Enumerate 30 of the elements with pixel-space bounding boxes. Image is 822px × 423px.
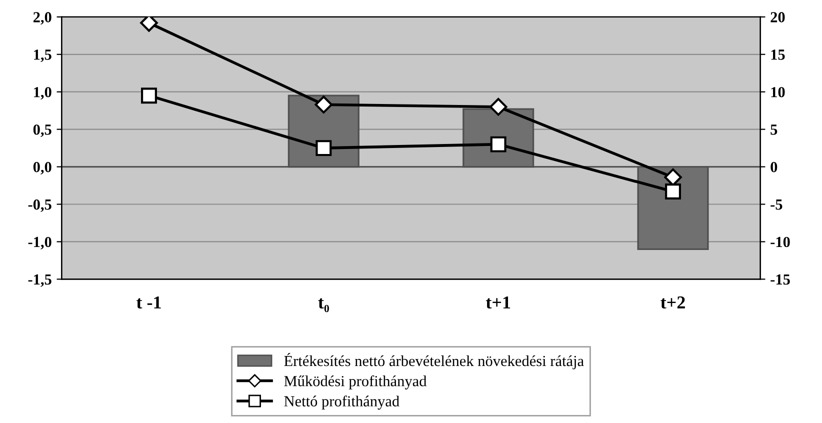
point	[490, 136, 506, 152]
x-tick-label: t+1	[486, 296, 510, 309]
y2-tick-label: 15	[771, 50, 785, 60]
y-tick-label: 0,5	[33, 124, 52, 137]
y-tick-label: 1,5	[34, 50, 52, 62]
legend-label: Nettó profithányad	[284, 396, 400, 410]
y2-tick-label: 10	[771, 86, 785, 98]
y-tick-label: -1,0	[28, 236, 52, 250]
y2-tick-label: -15	[770, 274, 790, 285]
legend-label: Működési profithányad	[284, 375, 427, 390]
y2-tick-label: 20	[770, 12, 785, 22]
point	[665, 184, 681, 200]
legend-label: Értékesítés nettó árbevételének növekedési rátája	[284, 352, 584, 370]
point	[489, 98, 508, 116]
y-tick-label: 1,0	[34, 86, 52, 100]
y-tick-label: 0,0	[33, 162, 52, 174]
x-tick-label: t₀	[318, 298, 329, 312]
point	[141, 88, 157, 104]
x-tick-label: t -1	[136, 296, 161, 309]
x-tick-label: t+2	[660, 296, 685, 309]
point	[140, 16, 158, 32]
y-tick-label: 2,0	[33, 12, 52, 25]
y2-tick-label: -5	[770, 200, 782, 210]
y2-tick-label: 0	[770, 162, 778, 172]
y2-tick-label: 5	[770, 124, 778, 135]
point	[316, 140, 332, 156]
point	[314, 96, 333, 114]
y-tick-label: -1,5	[28, 274, 52, 287]
y2-tick-label: -10	[770, 236, 790, 248]
y-tick-label: -0,5	[28, 199, 52, 212]
